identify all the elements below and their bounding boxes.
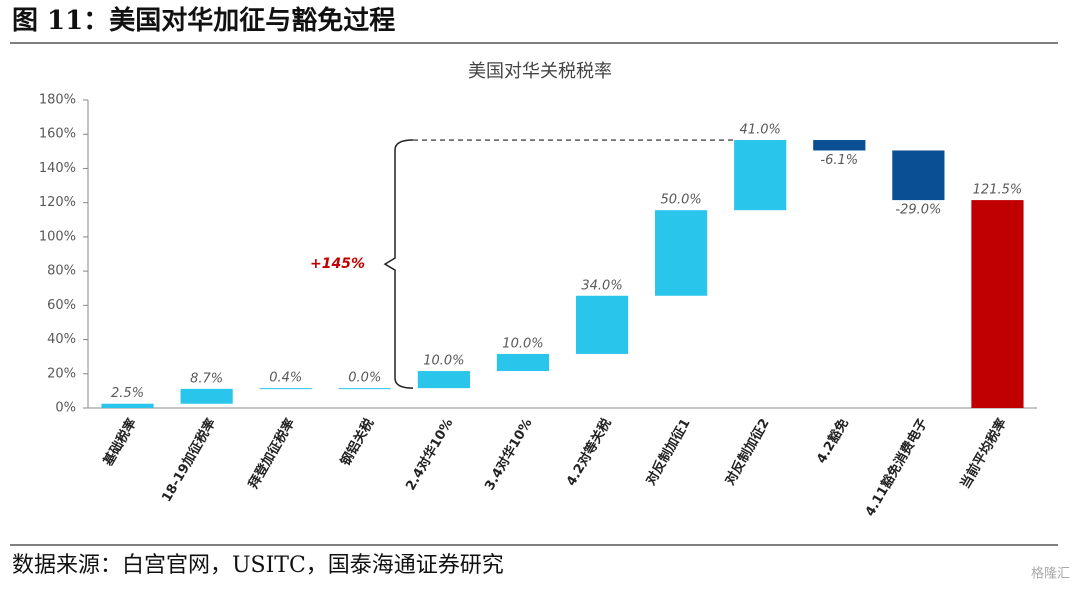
bar [655,210,708,296]
bar [101,403,154,408]
bar [813,140,866,151]
bracket [383,139,414,389]
value-label: -29.0% [895,203,941,218]
source-note: 数据来源：白宫官网，USITC，国泰海通证券研究 [12,553,504,578]
x-tick-label: 基础税率 [100,416,140,470]
x-tick-label: 4.11豁免消费电子 [862,416,931,519]
bar [180,388,233,404]
x-tick-label: 4.2豁免 [813,416,851,466]
chart-title: 美国对华关税税率 [468,61,612,82]
x-tick-label: 4.2对等关税 [563,416,614,489]
bar [575,295,629,354]
y-tick-label: 100% [39,229,76,244]
bar [734,140,787,211]
value-label: 10.0% [502,336,543,351]
x-tick-label: 钢铝关税 [337,416,377,469]
bar [971,200,1024,408]
value-label: 34.0% [581,278,622,293]
y-tick-label: 140% [39,161,76,176]
y-tick-label: 40% [47,332,76,347]
figure-title: 图 11：美国对华加征与豁免过程 [12,5,395,36]
x-tick-label: 对反制加征1 [643,416,694,488]
y-tick-label: 160% [39,127,76,142]
y-tick-label: 0% [55,401,76,416]
bar [496,353,550,372]
bar [338,388,391,390]
watermark: 格隆汇 [1031,566,1070,582]
bar [259,388,312,390]
x-tick-label: 3.4对华10% [482,416,536,493]
value-label: 2.5% [111,386,144,401]
value-label: -6.1% [820,153,858,168]
x-tick-label: 对反制加征2 [722,416,773,488]
value-label: 0.0% [348,371,381,386]
value-label: 50.0% [660,193,701,208]
y-tick-label: 20% [47,366,76,381]
x-tick-label: 18-19加征税率 [158,416,219,505]
x-tick-label: 2.4对华10% [402,416,456,493]
y-tick-label: 180% [39,93,76,108]
bar [417,371,470,389]
x-tick-label: 当前平均税率 [957,416,1010,492]
value-label: 10.0% [423,354,464,369]
value-label: 0.4% [269,371,302,386]
y-tick-label: 60% [47,298,76,313]
y-tick-label: 80% [47,264,76,279]
value-label: 121.5% [973,183,1023,198]
bar [892,150,945,201]
value-label: 8.7% [190,371,223,386]
x-tick-label: 拜登加征税率 [245,416,298,492]
value-label: 41.0% [740,123,781,138]
y-tick-label: 120% [39,195,76,210]
annotation: +145% [310,256,365,272]
